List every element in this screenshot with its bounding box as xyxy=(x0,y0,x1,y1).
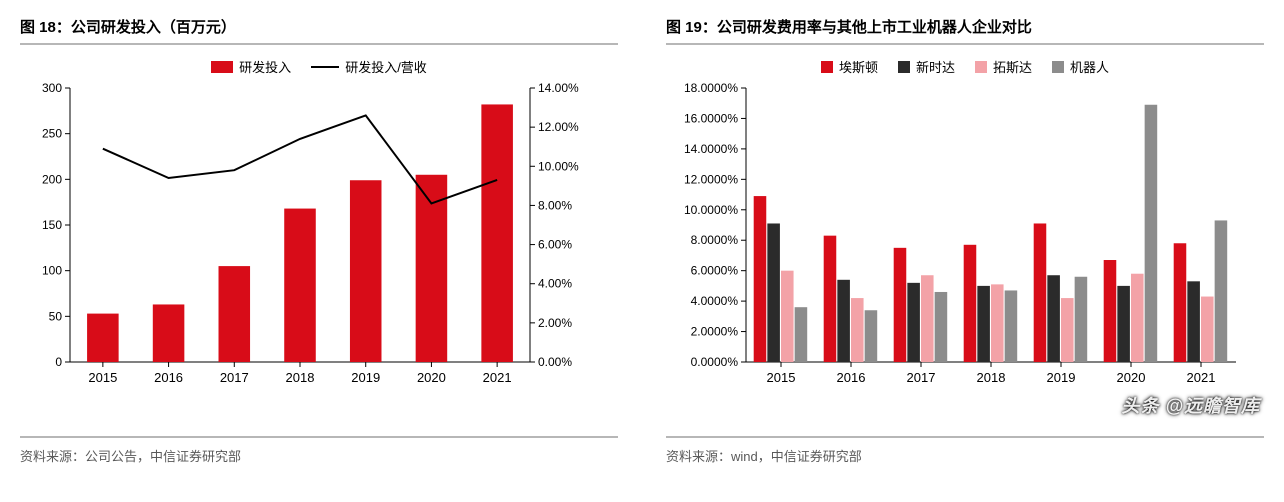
svg-text:2018: 2018 xyxy=(286,370,315,385)
svg-text:150: 150 xyxy=(42,218,62,232)
chart-right: 0.0000% 2.0000% 4.0000% 6.0000% 8.0000% 10.00… xyxy=(666,82,1264,422)
panel-right: 图 19：公司研发费用率与其他上市工业机器人企业对比 埃斯顿新时达拓斯达机器人 … xyxy=(666,16,1264,465)
svg-text:4.00%: 4.00% xyxy=(538,277,572,291)
legend-label-0: 埃斯顿 xyxy=(839,57,878,76)
panel-left: 图 18：公司研发投入（百万元） 研发投入 研发投入/营收 0 50 100 150 2… xyxy=(20,16,618,465)
svg-text:2.00%: 2.00% xyxy=(538,316,572,330)
chart-left-svg: 0 50 100 150 200 250 300 0.00% 2.00% 4.00% 6.00% 8.… xyxy=(20,82,600,392)
svg-text:12.0000%: 12.0000% xyxy=(684,172,738,186)
svg-text:2020: 2020 xyxy=(1117,370,1146,385)
svg-text:0.0000%: 0.0000% xyxy=(691,355,739,369)
legend-item-line: 研发投入/营收 xyxy=(311,57,427,76)
svg-text:300: 300 xyxy=(42,82,62,95)
svg-text:2.0000%: 2.0000% xyxy=(691,325,739,339)
svg-text:2015: 2015 xyxy=(88,370,117,385)
svg-text:10.00%: 10.00% xyxy=(538,159,579,173)
svg-text:100: 100 xyxy=(42,264,62,278)
chart-left: 0 50 100 150 200 250 300 0.00% 2.00% 4.00% 6.00% 8.… xyxy=(20,82,618,422)
source-right: 资料来源：wind，中信证券研究部 xyxy=(666,436,1264,465)
svg-text:8.00%: 8.00% xyxy=(538,198,572,212)
legend-left: 研发投入 研发投入/营收 xyxy=(20,57,618,76)
chart-title-left: 图 18：公司研发投入（百万元） xyxy=(20,16,618,45)
svg-text:0.00%: 0.00% xyxy=(538,355,572,369)
svg-text:8.0000%: 8.0000% xyxy=(691,233,739,247)
svg-text:2016: 2016 xyxy=(154,370,183,385)
legend-label-line: 研发投入/营收 xyxy=(345,57,427,76)
legend-swatch-1 xyxy=(898,61,910,73)
svg-text:50: 50 xyxy=(49,309,63,323)
legend-swatch-3 xyxy=(1052,61,1064,73)
svg-text:18.0000%: 18.0000% xyxy=(684,82,738,95)
svg-text:6.0000%: 6.0000% xyxy=(691,264,739,278)
legend-label-3: 机器人 xyxy=(1070,57,1109,76)
svg-text:250: 250 xyxy=(42,127,62,141)
legend-swatch-line xyxy=(311,66,339,68)
svg-text:6.00%: 6.00% xyxy=(538,238,572,252)
legend-swatch-bar xyxy=(211,61,233,73)
svg-text:10.0000%: 10.0000% xyxy=(684,203,738,217)
legend-item-0: 埃斯顿 xyxy=(821,57,878,76)
svg-text:2017: 2017 xyxy=(220,370,249,385)
svg-text:16.0000%: 16.0000% xyxy=(684,111,738,125)
legend-swatch-0 xyxy=(821,61,833,73)
svg-text:2017: 2017 xyxy=(907,370,936,385)
svg-text:200: 200 xyxy=(42,172,62,186)
legend-label-bar: 研发投入 xyxy=(239,57,291,76)
svg-text:2015: 2015 xyxy=(767,370,796,385)
svg-text:2019: 2019 xyxy=(1047,370,1076,385)
svg-text:14.0000%: 14.0000% xyxy=(684,142,738,156)
legend-item-1: 新时达 xyxy=(898,57,955,76)
svg-text:2021: 2021 xyxy=(483,370,512,385)
svg-text:2020: 2020 xyxy=(417,370,446,385)
source-left: 资料来源：公司公告，中信证券研究部 xyxy=(20,436,618,465)
svg-text:0: 0 xyxy=(55,355,62,369)
legend-item-3: 机器人 xyxy=(1052,57,1109,76)
legend-item-bar: 研发投入 xyxy=(211,57,291,76)
svg-text:12.00%: 12.00% xyxy=(538,120,579,134)
legend-item-2: 拓斯达 xyxy=(975,57,1032,76)
legend-label-1: 新时达 xyxy=(916,57,955,76)
svg-text:2016: 2016 xyxy=(837,370,866,385)
watermark: 头条 @远瞻智库 xyxy=(1121,392,1260,418)
svg-text:4.0000%: 4.0000% xyxy=(691,294,739,308)
chart-title-right: 图 19：公司研发费用率与其他上市工业机器人企业对比 xyxy=(666,16,1264,45)
legend-swatch-2 xyxy=(975,61,987,73)
svg-text:2019: 2019 xyxy=(351,370,380,385)
svg-text:14.00%: 14.00% xyxy=(538,82,579,95)
legend-label-2: 拓斯达 xyxy=(993,57,1032,76)
svg-text:2018: 2018 xyxy=(977,370,1006,385)
legend-right: 埃斯顿 新时达 拓斯达 机器人 xyxy=(666,57,1264,76)
svg-text:2021: 2021 xyxy=(1187,370,1216,385)
chart-right-svg: 0.0000% 2.0000% 4.0000% 6.0000% 8.0000% 10.00… xyxy=(666,82,1246,392)
